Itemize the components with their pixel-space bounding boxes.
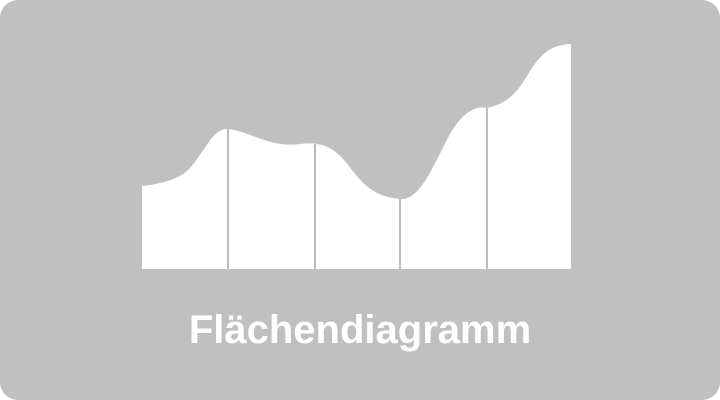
tile-label: Flächendiagramm [188,308,532,352]
area-shape [142,44,571,269]
